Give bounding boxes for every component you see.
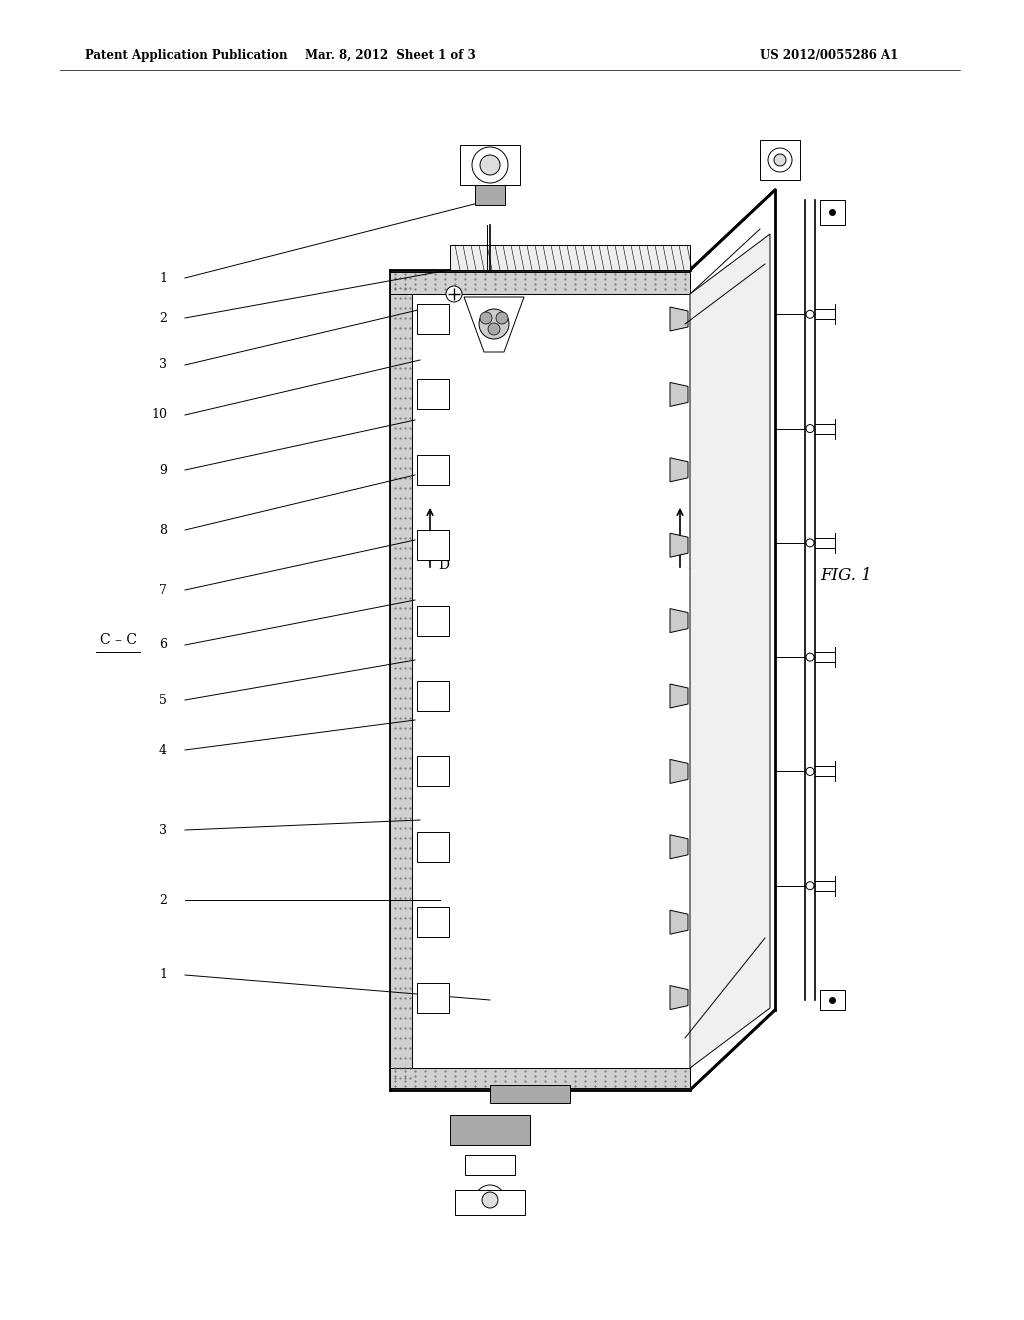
Polygon shape (670, 911, 688, 935)
Polygon shape (417, 832, 449, 862)
Bar (820, 201, 845, 224)
Bar (455, 1191, 525, 1214)
Polygon shape (670, 308, 688, 331)
Text: Mar. 8, 2012  Sheet 1 of 3: Mar. 8, 2012 Sheet 1 of 3 (304, 49, 475, 62)
Polygon shape (417, 907, 449, 937)
Polygon shape (412, 294, 690, 1068)
Polygon shape (417, 531, 449, 560)
Polygon shape (464, 297, 524, 352)
Text: 4: 4 (159, 743, 167, 756)
Polygon shape (670, 383, 688, 407)
Circle shape (774, 154, 786, 166)
Circle shape (446, 286, 462, 302)
Polygon shape (450, 246, 690, 271)
Polygon shape (670, 684, 688, 708)
Bar (820, 990, 845, 1010)
Polygon shape (490, 1085, 570, 1104)
Polygon shape (417, 606, 449, 636)
Polygon shape (760, 140, 800, 180)
Circle shape (488, 323, 500, 335)
Polygon shape (417, 379, 449, 409)
Circle shape (806, 767, 814, 775)
Text: 7: 7 (159, 583, 167, 597)
Circle shape (806, 539, 814, 546)
Polygon shape (670, 759, 688, 783)
Polygon shape (670, 609, 688, 632)
Circle shape (806, 310, 814, 318)
Polygon shape (417, 681, 449, 711)
Circle shape (480, 154, 500, 176)
Polygon shape (390, 272, 690, 294)
Circle shape (475, 1185, 505, 1214)
Text: D: D (438, 558, 449, 572)
Circle shape (496, 312, 508, 323)
Circle shape (480, 312, 492, 323)
Text: 5: 5 (159, 693, 167, 706)
Text: 2: 2 (159, 312, 167, 325)
Polygon shape (390, 272, 412, 1088)
Circle shape (806, 425, 814, 433)
Circle shape (806, 882, 814, 890)
Polygon shape (417, 304, 449, 334)
Polygon shape (417, 982, 449, 1012)
Circle shape (479, 309, 509, 339)
Polygon shape (417, 756, 449, 787)
Text: C – C: C – C (99, 634, 136, 647)
Circle shape (472, 147, 508, 183)
Text: 10: 10 (151, 408, 167, 421)
Circle shape (806, 653, 814, 661)
Circle shape (768, 148, 792, 172)
Text: FIG. 1: FIG. 1 (820, 566, 871, 583)
Polygon shape (670, 533, 688, 557)
Text: 8: 8 (159, 524, 167, 536)
Text: Patent Application Publication: Patent Application Publication (85, 49, 288, 62)
Bar (450, 1115, 530, 1144)
Polygon shape (417, 455, 449, 484)
Text: 1: 1 (159, 969, 167, 982)
Text: 6: 6 (159, 639, 167, 652)
Bar (465, 1155, 515, 1175)
Polygon shape (390, 1068, 690, 1088)
Bar (475, 185, 505, 205)
Text: US 2012/0055286 A1: US 2012/0055286 A1 (760, 49, 898, 62)
Polygon shape (690, 234, 770, 1068)
Text: 3: 3 (159, 824, 167, 837)
Text: 2: 2 (159, 894, 167, 907)
Text: 9: 9 (159, 463, 167, 477)
Polygon shape (670, 458, 688, 482)
Polygon shape (670, 834, 688, 859)
Circle shape (482, 1192, 498, 1208)
Polygon shape (460, 145, 520, 185)
Text: 1: 1 (159, 272, 167, 285)
Text: D: D (688, 558, 699, 572)
Polygon shape (670, 986, 688, 1010)
Text: 3: 3 (159, 359, 167, 371)
